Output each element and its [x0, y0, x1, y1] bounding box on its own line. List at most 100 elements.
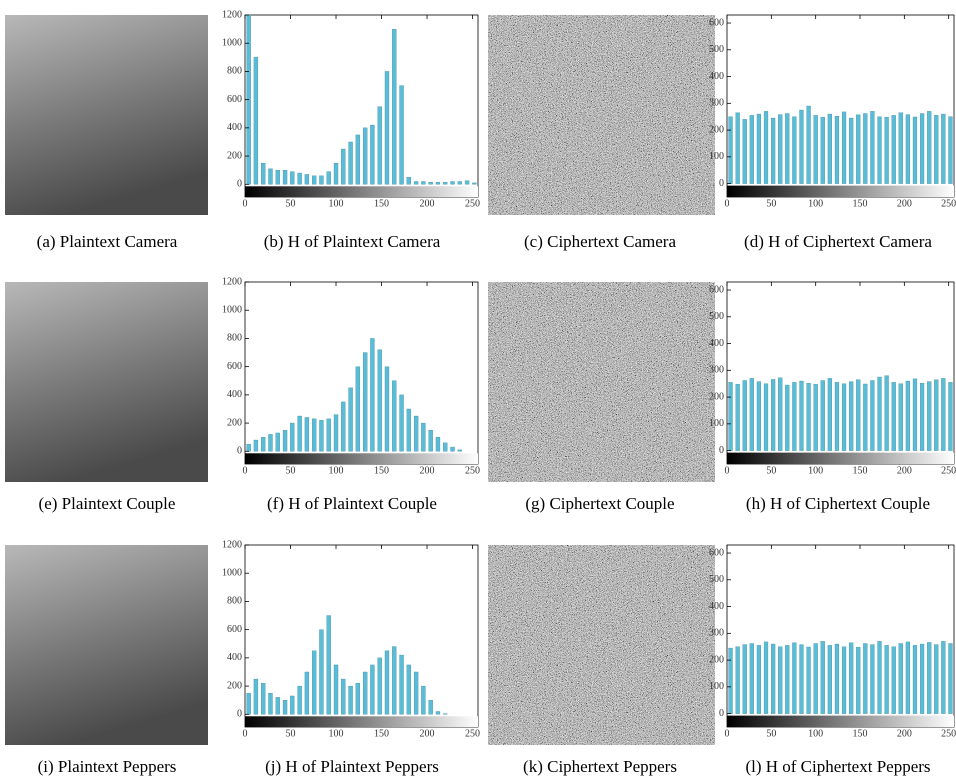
- bar: [399, 85, 404, 185]
- plaintext-image: [5, 545, 208, 745]
- bar: [792, 642, 797, 714]
- x-tick-label: 250: [465, 465, 480, 476]
- bar: [362, 671, 368, 715]
- bar: [891, 382, 896, 451]
- y-tick-label: 400: [709, 601, 724, 612]
- y-tick-label: 600: [227, 361, 242, 372]
- bar: [778, 377, 783, 451]
- bar: [443, 713, 448, 715]
- bar: [863, 643, 868, 714]
- bar: [319, 420, 324, 452]
- y-tick-label: 800: [227, 333, 242, 344]
- bar: [820, 380, 825, 451]
- plot-area: [726, 14, 955, 198]
- bar: [457, 449, 462, 452]
- x-tick-label: 200: [420, 728, 435, 739]
- bar: [749, 643, 754, 714]
- y-tick-label: 300: [709, 98, 724, 109]
- bar: [763, 111, 769, 184]
- bar: [948, 382, 953, 451]
- bar: [792, 116, 797, 184]
- bar: [413, 181, 419, 185]
- y-tick-label: 600: [227, 624, 242, 635]
- bar: [735, 384, 740, 451]
- bar: [406, 408, 411, 452]
- bar: [282, 429, 288, 452]
- x-tick-label: 250: [941, 728, 956, 739]
- x-tick-label: 0: [725, 198, 730, 209]
- bar: [246, 692, 251, 715]
- bar: [384, 650, 390, 715]
- bar: [275, 432, 280, 452]
- bar: [282, 700, 288, 715]
- bar: [827, 378, 832, 451]
- y-tick-label: 300: [709, 365, 724, 376]
- bar: [377, 349, 382, 452]
- bar: [799, 109, 804, 184]
- bar: [806, 105, 811, 184]
- y-tick-label: 100: [709, 681, 724, 692]
- bar: [341, 401, 346, 452]
- bar: [728, 382, 733, 451]
- y-tick-label: 0: [719, 445, 724, 456]
- bar: [884, 645, 889, 714]
- bar: [919, 383, 925, 451]
- bar: [464, 180, 470, 185]
- bar: [763, 641, 769, 714]
- bar: [268, 692, 273, 715]
- gray-scale-bar: [727, 185, 954, 197]
- bar: [856, 379, 861, 451]
- bar: [884, 375, 889, 451]
- bar: [435, 711, 441, 715]
- plaintext-image: [5, 15, 208, 215]
- y-tick-label: 200: [227, 680, 242, 691]
- bar: [341, 678, 346, 715]
- bar: [275, 697, 280, 715]
- bar: [341, 148, 346, 185]
- x-tick-label: 150: [853, 728, 868, 739]
- bar: [834, 382, 840, 451]
- bar: [370, 338, 375, 452]
- y-tick-label: 300: [709, 628, 724, 639]
- bar: [413, 415, 419, 452]
- bar: [304, 417, 310, 452]
- bar: [406, 177, 411, 185]
- caption: (c) Ciphertext Camera: [524, 232, 676, 251]
- bar: [304, 174, 310, 185]
- bar: [355, 366, 361, 452]
- plot-area: [244, 544, 479, 728]
- y-tick-label: 800: [227, 66, 242, 77]
- x-tick-label: 150: [374, 465, 389, 476]
- bar: [813, 643, 818, 714]
- bar: [261, 683, 266, 715]
- bar: [927, 381, 932, 451]
- y-tick-label: 500: [709, 311, 724, 322]
- x-tick-label: 150: [374, 728, 389, 739]
- bar: [253, 439, 259, 452]
- bar: [891, 115, 896, 184]
- y-tick-label: 1200: [222, 539, 242, 550]
- caption: (h) H of Ciphertext Couple: [746, 494, 930, 513]
- gray-scale-bar: [245, 453, 478, 464]
- bar: [435, 437, 441, 452]
- bar: [297, 685, 302, 715]
- bar: [297, 172, 302, 185]
- x-tick-label: 50: [286, 198, 296, 209]
- bar: [934, 115, 939, 184]
- bar: [820, 641, 825, 714]
- bar: [941, 641, 946, 714]
- bar: [312, 418, 317, 452]
- bar: [763, 383, 769, 451]
- bar: [428, 700, 433, 715]
- x-tick-label: 0: [243, 728, 248, 739]
- bar: [813, 384, 818, 451]
- bar: [413, 671, 419, 715]
- bar: [742, 380, 747, 451]
- bar: [756, 113, 762, 184]
- bar: [891, 646, 896, 714]
- x-tick-label: 100: [329, 198, 344, 209]
- plot-area: [244, 14, 479, 198]
- bar: [756, 381, 762, 451]
- bar: [912, 645, 918, 714]
- x-tick-label: 200: [897, 198, 912, 209]
